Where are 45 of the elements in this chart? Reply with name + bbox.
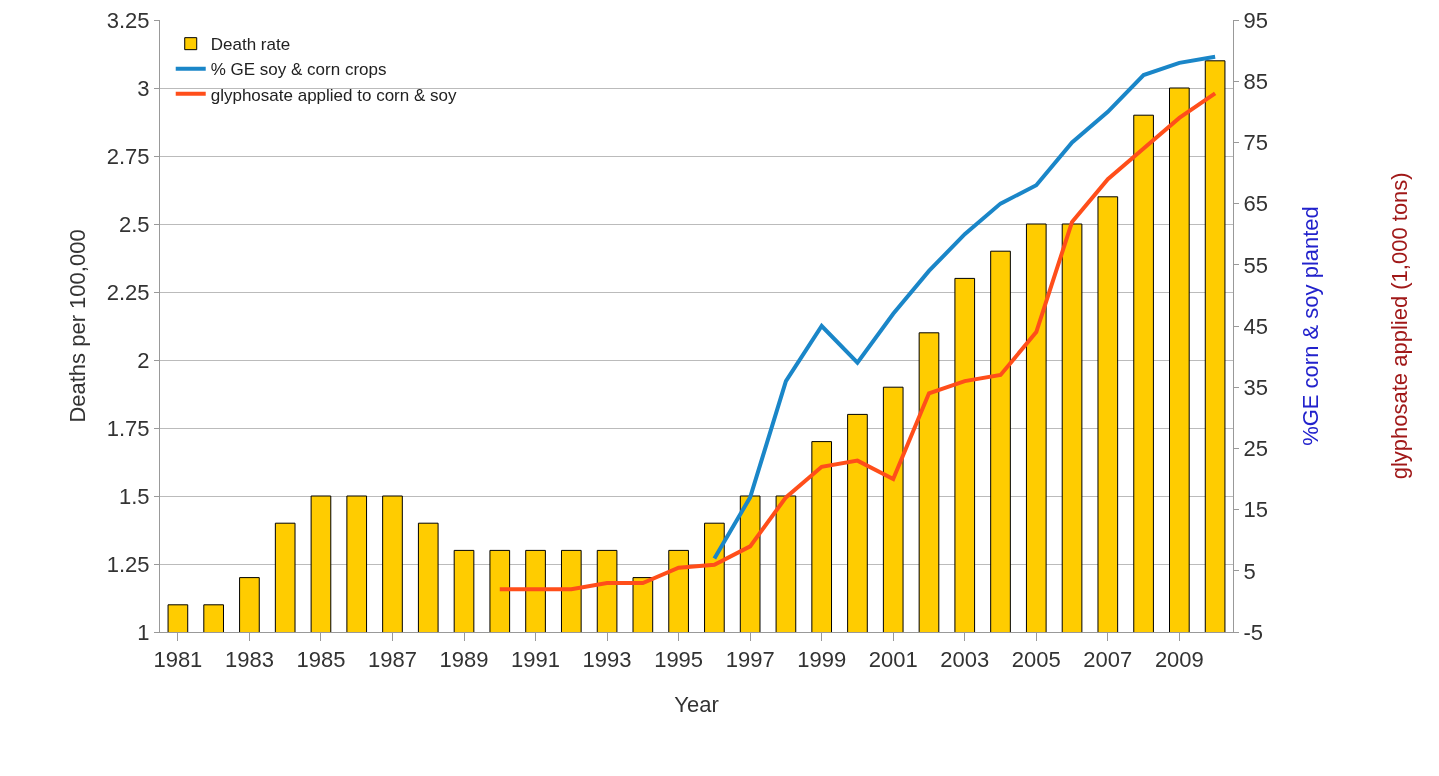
y2-tick-label: 55 (1243, 252, 1268, 278)
line-series (712, 54, 1218, 561)
y2-tick-label: 85 (1243, 68, 1268, 94)
y-tick-label: 2.5 (119, 211, 150, 237)
x-tick-label: 2001 (868, 647, 918, 673)
legend-label: Death rate (210, 35, 291, 55)
x-tick-label: 2003 (940, 647, 990, 673)
x-tick-label: 2009 (1154, 647, 1204, 673)
y-tick-label: 1.5 (119, 483, 150, 509)
y-tick-label: 2.75 (106, 143, 150, 169)
legend-label: glyphosate applied to corn & soy (210, 85, 457, 105)
x-tick-label: 1993 (582, 647, 632, 673)
line-series (497, 91, 1218, 592)
y-axis-title: Deaths per 100,000 (64, 229, 90, 423)
y2-tick-label: 5 (1243, 558, 1256, 584)
y2-tick-label: 65 (1243, 191, 1268, 217)
y-tick-label: 2.25 (106, 279, 150, 305)
y2-tick-label: 75 (1243, 130, 1268, 156)
x-tick-label: 1989 (439, 647, 489, 673)
y2-tick-label: -5 (1243, 619, 1263, 645)
x-tick-label: 2007 (1083, 647, 1133, 673)
y2-tick-label: 45 (1243, 313, 1268, 339)
x-tick-label: 2005 (1011, 647, 1061, 673)
x-tick-label: 1999 (797, 647, 847, 673)
text: glyphosate applied (1,000 tons) (1387, 172, 1413, 480)
x-tick-label: 1997 (725, 647, 775, 673)
y-tick-label: 3 (137, 75, 150, 101)
x-tick-label: 1991 (511, 647, 561, 673)
x-axis-title: Year (674, 692, 719, 718)
y2-tick-label: 35 (1243, 374, 1268, 400)
y2-tick-label: 15 (1243, 497, 1268, 523)
y-tick-label: 1.25 (106, 551, 150, 577)
y2-tick-label: 95 (1243, 7, 1268, 33)
y-tick-label: 1 (137, 619, 150, 645)
x-tick-label: 1987 (368, 647, 417, 673)
legend-label: % GE soy & corn crops (210, 60, 387, 80)
x-tick-label: 1985 (296, 647, 346, 673)
y-tick-label: 1.75 (106, 415, 150, 441)
y2-tick-label: 25 (1243, 436, 1268, 462)
y2-axis-title: %GE corn & soy planted (1297, 206, 1323, 446)
x-tick-label: 1983 (224, 647, 274, 673)
y-tick-label: 3.25 (106, 7, 150, 33)
y-tick-label: 2 (137, 347, 150, 373)
x-tick-label: 1981 (153, 647, 203, 673)
x-tick-label: 1995 (654, 647, 704, 673)
